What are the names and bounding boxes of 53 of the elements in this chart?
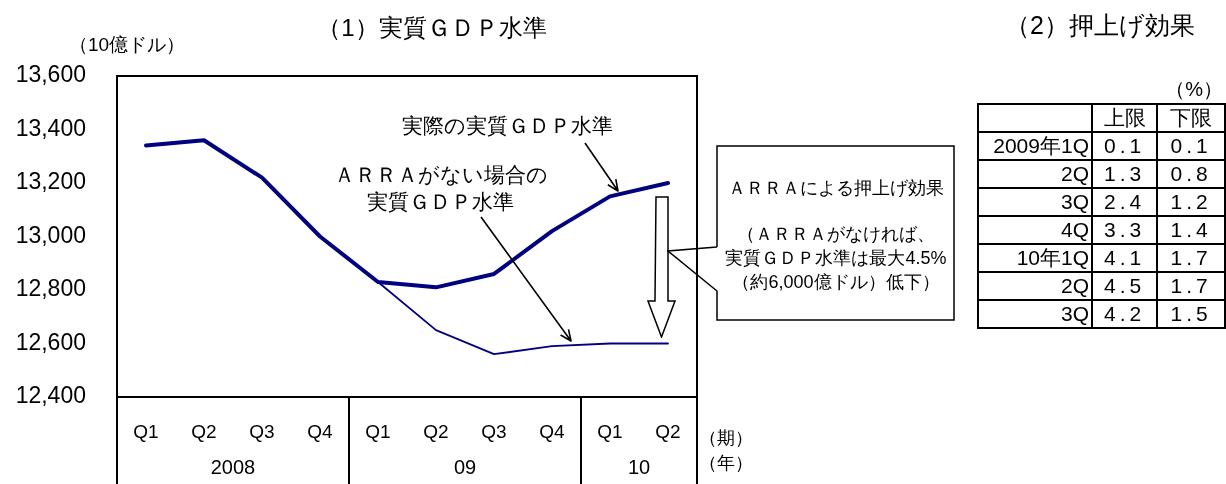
- legend-label: 下限: [1157, 104, 1225, 132]
- chart-title: （1）実質ＧＤＰ水準: [317, 13, 547, 43]
- x-axis-title: （期）: [699, 427, 753, 450]
- x-tick-label: Q1: [597, 420, 623, 442]
- y-axis-title: （10億ドル）: [68, 33, 186, 57]
- data-label: 1.7: [1157, 272, 1225, 300]
- data-label: 1.3: [1092, 160, 1158, 188]
- y-tick-label: 12,800: [15, 275, 86, 302]
- data-label: 1.5: [1157, 300, 1225, 328]
- data-label: 4.1: [1092, 244, 1158, 272]
- data-label: 0.8: [1157, 160, 1225, 188]
- data-label: 3.3: [1092, 216, 1158, 244]
- text: 10: [627, 455, 651, 479]
- data-label: 0.1: [1092, 132, 1158, 160]
- x-tick-label: Q3: [249, 420, 275, 442]
- category-label: 3Q: [978, 300, 1092, 328]
- text: （ＡＲＲＡがなければ、実質ＧＤＰ水準は最大4.5%（約6,000億ドル）低下）: [724, 223, 948, 294]
- x-tick-label: Q3: [481, 420, 507, 442]
- text: （年）: [699, 452, 753, 475]
- data-label: 1.7: [1157, 244, 1225, 272]
- data-label: 1.4: [1157, 216, 1225, 244]
- x-tick-label: Q2: [423, 420, 449, 442]
- data-label: 0.1: [1157, 132, 1225, 160]
- text: 09: [453, 455, 477, 479]
- category-label: 2009年1Q: [978, 132, 1092, 160]
- y-tick-label: 13,000: [15, 221, 86, 248]
- x-tick-label: Q4: [307, 420, 334, 442]
- data-label: 4.2: [1092, 300, 1158, 328]
- text: 上限: [1092, 104, 1158, 132]
- text: （%）: [1165, 77, 1223, 102]
- text: 実際の実質ＧＤＰ水準: [401, 112, 613, 139]
- category-label: 3Q: [978, 188, 1092, 216]
- text: 2008: [210, 455, 256, 479]
- data-label: 2.4: [1092, 188, 1158, 216]
- text: ＡＲＲＡによる押上げ効果: [728, 177, 944, 200]
- x-tick-label: Q2: [191, 420, 217, 442]
- y-tick-label: 13,600: [15, 61, 86, 88]
- text: ＡＲＲＡがない場合の実質ＧＤＰ水準: [333, 162, 549, 215]
- y-tick-label: 13,400: [15, 114, 86, 141]
- y-tick-label: 13,200: [15, 168, 86, 195]
- category-label: 4Q: [978, 216, 1092, 244]
- data-label: 1.2: [1157, 188, 1225, 216]
- category-label: 10年1Q: [978, 244, 1092, 272]
- x-tick-label: Q1: [133, 420, 159, 442]
- y-tick-label: 12,600: [15, 328, 86, 355]
- y-tick-label: 12,400: [15, 382, 86, 409]
- text: （2）押上げ効果: [1005, 9, 1195, 41]
- x-tick-label: Q1: [365, 420, 391, 442]
- category-label: 2Q: [978, 160, 1092, 188]
- x-tick-label: Q2: [655, 420, 681, 442]
- data-label: 4.5: [1092, 272, 1158, 300]
- category-label: 2Q: [978, 272, 1092, 300]
- x-tick-label: Q4: [539, 420, 566, 442]
